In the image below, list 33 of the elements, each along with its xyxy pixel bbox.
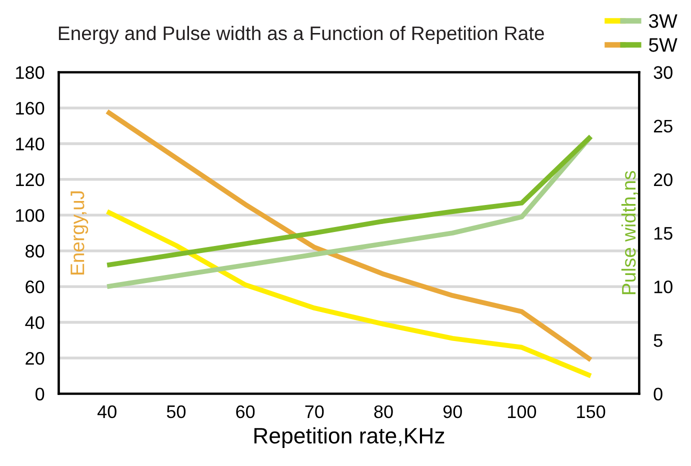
- y2-tick-label: 10: [654, 280, 672, 294]
- chart-title: Energy and Pulse width as a Function of Repetition Rate: [58, 26, 544, 44]
- legend-label: 5W: [649, 38, 678, 52]
- y-tick-label: 160: [16, 102, 44, 115]
- x-tick-label: 50: [166, 405, 186, 418]
- x-tick-label: 60: [236, 405, 255, 418]
- y-tick-label: 180: [16, 66, 44, 79]
- y2-tick-label: 15: [654, 227, 672, 240]
- y-tick-label: 80: [26, 244, 44, 258]
- y2-tick-label: 20: [654, 173, 672, 186]
- x-tick-label: 80: [374, 405, 393, 418]
- x-tick-label: 100: [508, 405, 536, 418]
- line-series: [104, 109, 594, 362]
- y-tick-label: 40: [25, 316, 44, 330]
- y2-tick-label: 0: [654, 388, 662, 400]
- x-axis-title: Repetition rate,KHz: [254, 427, 444, 448]
- y-tick-label: 140: [16, 138, 44, 150]
- y2-tick-label: 25: [654, 120, 672, 133]
- y-tick-label: 60: [26, 280, 44, 294]
- legend-label: 3W: [648, 14, 678, 28]
- y-tick-label: 0: [36, 388, 44, 400]
- y-axis-title: Energy,uJ: [70, 191, 88, 274]
- x-tick-label: 70: [305, 405, 324, 418]
- y2-tick-label: 30: [654, 66, 672, 79]
- y-tick-label: 120: [16, 173, 44, 186]
- y2-tick-label: 5: [654, 334, 662, 347]
- y-tick-label: 100: [16, 209, 44, 222]
- y-tick-label: 20: [26, 352, 44, 365]
- line-series: [104, 209, 594, 378]
- y2-axis-title: Pulse width,ns: [621, 171, 638, 294]
- x-tick-label: 150: [577, 405, 606, 418]
- x-tick-label: 90: [443, 405, 462, 418]
- x-tick-label: 40: [97, 405, 116, 418]
